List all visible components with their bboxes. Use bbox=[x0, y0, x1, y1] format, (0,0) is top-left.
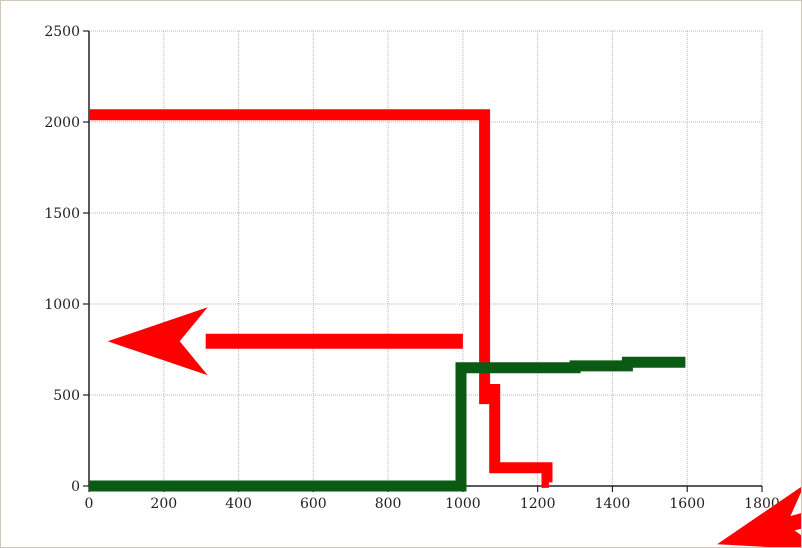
y-tick-label: 1000 bbox=[44, 297, 80, 313]
y-axis-ticks: 0 500 1000 1500 2000 2500 bbox=[44, 24, 89, 495]
x-tick-label: 600 bbox=[300, 496, 327, 512]
y-tick-label: 500 bbox=[53, 388, 80, 404]
series-line-0 bbox=[89, 109, 553, 488]
series-line-1 bbox=[89, 356, 686, 492]
y-tick-label: 2000 bbox=[44, 115, 80, 131]
x-tick-label: 800 bbox=[375, 496, 402, 512]
grid bbox=[89, 30, 763, 486]
x-tick-label: 1200 bbox=[520, 496, 556, 512]
y-tick-label: 1500 bbox=[44, 206, 80, 222]
x-tick-label: 1600 bbox=[669, 496, 705, 512]
annotations bbox=[107, 307, 801, 547]
x-tick-label: 0 bbox=[85, 496, 94, 512]
x-tick-label: 400 bbox=[225, 496, 252, 512]
series-group bbox=[89, 109, 686, 492]
y-tick-label: 2500 bbox=[44, 24, 80, 40]
x-tick-label: 200 bbox=[150, 496, 177, 512]
arrow-head-1 bbox=[717, 487, 801, 547]
y-tick-label: 0 bbox=[71, 479, 80, 495]
arrow-head-0 bbox=[107, 307, 208, 376]
x-tick-label: 1000 bbox=[445, 496, 481, 512]
axes bbox=[88, 31, 762, 487]
x-tick-label: 1400 bbox=[595, 496, 631, 512]
